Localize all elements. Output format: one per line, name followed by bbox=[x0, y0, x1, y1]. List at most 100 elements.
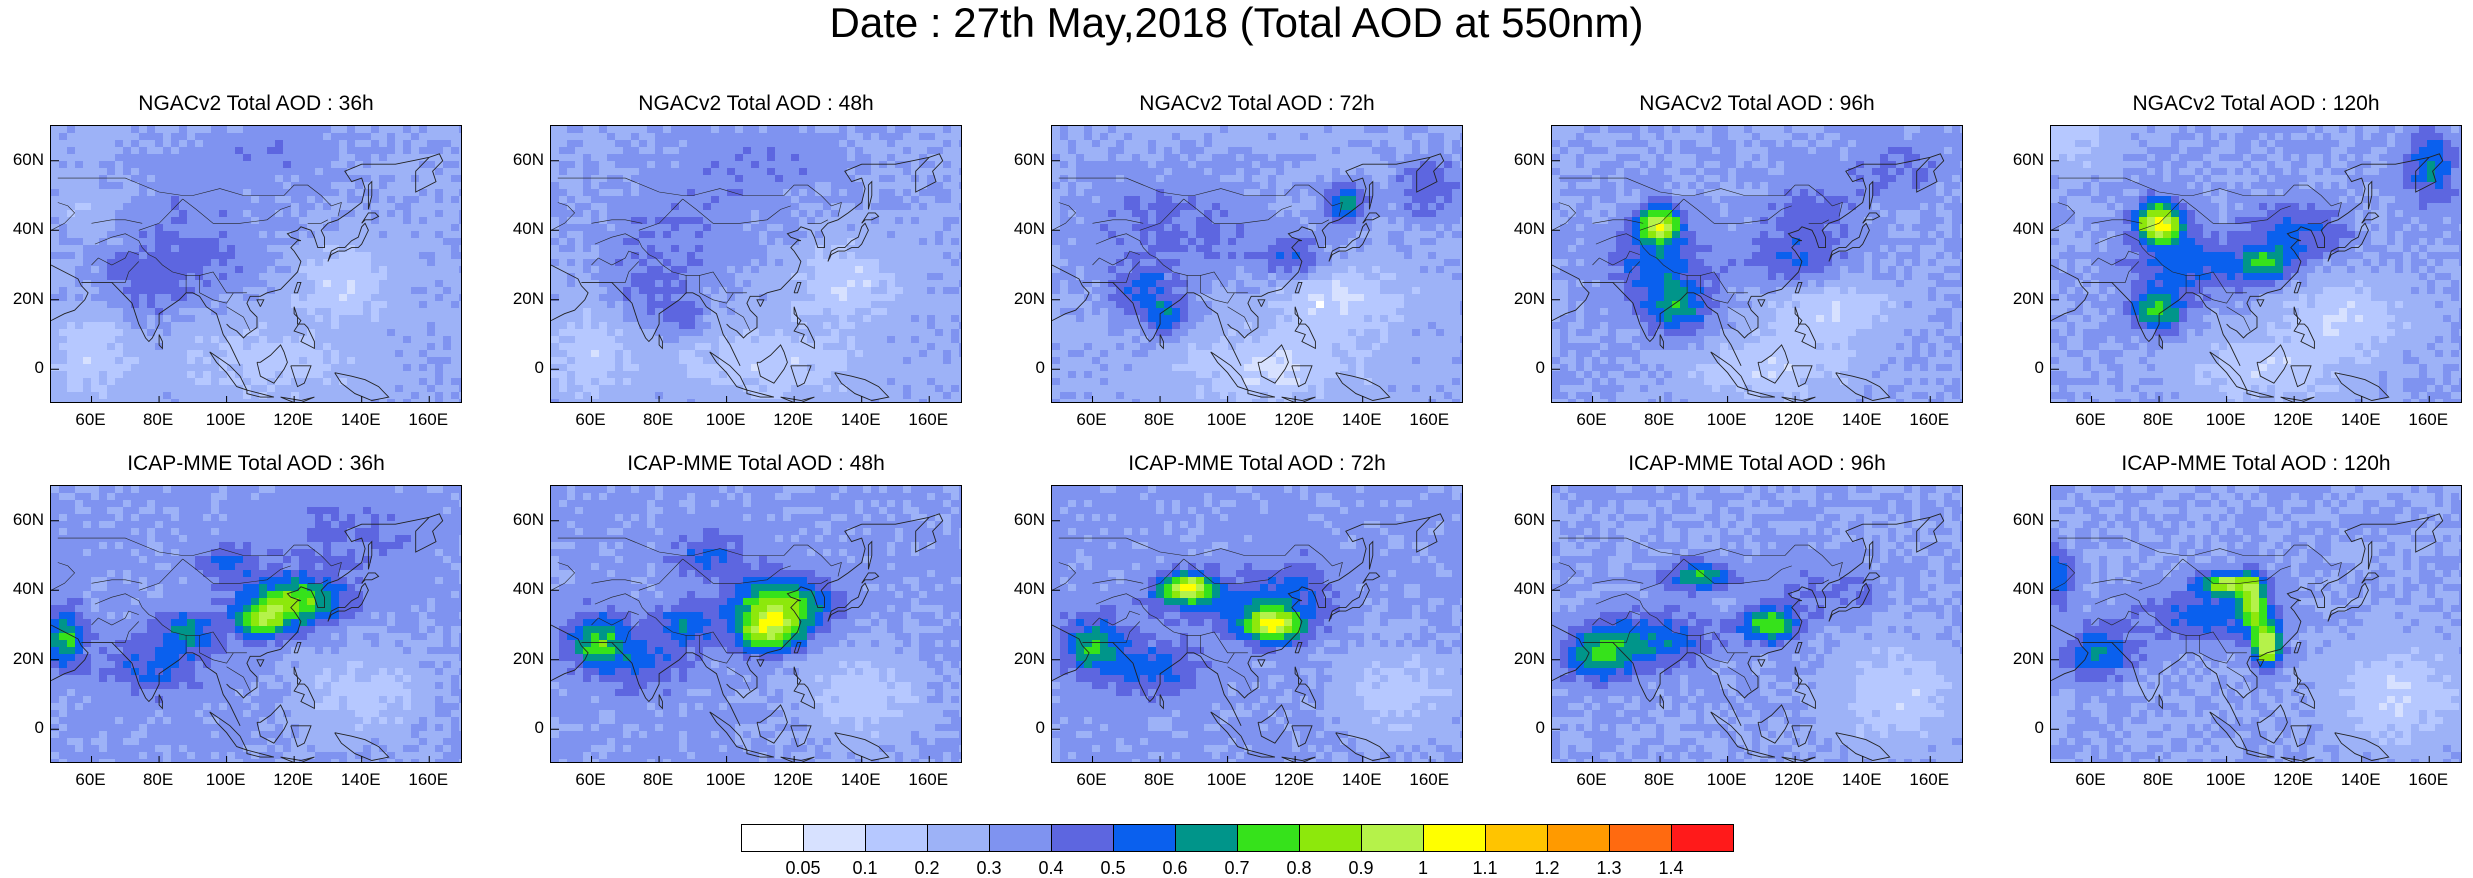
aod-cell bbox=[1420, 140, 1429, 148]
aod-cell bbox=[887, 224, 896, 232]
aod-cell bbox=[799, 294, 808, 302]
aod-cell bbox=[695, 140, 704, 148]
aod-cell bbox=[687, 126, 696, 134]
aod-cell bbox=[1188, 133, 1197, 141]
aod-cell bbox=[647, 231, 656, 239]
aod-cell bbox=[799, 273, 808, 281]
aod-cell bbox=[147, 273, 156, 281]
aod-cell bbox=[163, 294, 172, 302]
aod-cell bbox=[251, 343, 260, 351]
aod-cell bbox=[1196, 147, 1205, 155]
aod-cell bbox=[703, 140, 712, 148]
aod-cell bbox=[243, 273, 252, 281]
aod-cell bbox=[671, 399, 680, 403]
aod-cell bbox=[1452, 133, 1461, 141]
aod-cell bbox=[951, 252, 960, 260]
aod-cell bbox=[767, 224, 776, 232]
aod-cell bbox=[1220, 161, 1229, 169]
aod-cell bbox=[155, 154, 164, 162]
aod-cell bbox=[743, 322, 752, 330]
aod-cell bbox=[443, 273, 452, 281]
aod-cell bbox=[783, 343, 792, 351]
aod-cell bbox=[1124, 196, 1133, 204]
aod-cell bbox=[839, 273, 848, 281]
aod-cell bbox=[831, 308, 840, 316]
aod-cell bbox=[307, 266, 316, 274]
aod-cell bbox=[1268, 175, 1277, 183]
aod-cell bbox=[211, 196, 220, 204]
aod-cell bbox=[855, 280, 864, 288]
aod-cell bbox=[435, 273, 444, 281]
aod-cell bbox=[307, 161, 316, 169]
aod-cell bbox=[791, 161, 800, 169]
aod-cell bbox=[379, 273, 388, 281]
aod-cell bbox=[347, 399, 356, 403]
aod-cell bbox=[67, 329, 76, 337]
aod-cell bbox=[1244, 196, 1253, 204]
aod-cell bbox=[919, 140, 928, 148]
aod-cell bbox=[267, 336, 276, 344]
aod-cell bbox=[315, 399, 324, 403]
aod-cell bbox=[1100, 175, 1109, 183]
aod-cell bbox=[275, 196, 284, 204]
aod-cell bbox=[623, 126, 632, 134]
aod-cell bbox=[631, 343, 640, 351]
aod-cell bbox=[307, 294, 316, 302]
aod-cell bbox=[831, 154, 840, 162]
aod-cell bbox=[583, 245, 592, 253]
aod-cell bbox=[443, 238, 452, 246]
aod-cell bbox=[943, 196, 952, 204]
aod-cell bbox=[887, 238, 896, 246]
aod-cell bbox=[443, 371, 452, 379]
aod-cell bbox=[679, 140, 688, 148]
aod-cell bbox=[551, 287, 560, 295]
aod-cell bbox=[775, 399, 784, 403]
aod-cell bbox=[227, 238, 236, 246]
aod-cell bbox=[155, 182, 164, 190]
aod-cell bbox=[123, 385, 132, 393]
aod-cell bbox=[895, 147, 904, 155]
aod-cell bbox=[291, 161, 300, 169]
aod-cell bbox=[219, 126, 228, 134]
aod-cell bbox=[1092, 168, 1101, 176]
aod-cell bbox=[783, 287, 792, 295]
aod-cell bbox=[1460, 203, 1463, 211]
aod-cell bbox=[1308, 168, 1317, 176]
aod-cell bbox=[83, 210, 92, 218]
aod-cell bbox=[1060, 161, 1069, 169]
aod-cell bbox=[1244, 133, 1253, 141]
aod-cell bbox=[435, 217, 444, 225]
aod-cell bbox=[387, 210, 396, 218]
aod-cell bbox=[1444, 161, 1453, 169]
aod-cell bbox=[323, 182, 332, 190]
aod-cell bbox=[51, 273, 60, 281]
aod-cell bbox=[935, 301, 944, 309]
aod-cell bbox=[99, 252, 108, 260]
aod-cell bbox=[171, 154, 180, 162]
aod-cell bbox=[1156, 168, 1165, 176]
aod-cell bbox=[847, 168, 856, 176]
aod-cell bbox=[347, 308, 356, 316]
aod-cell bbox=[1340, 133, 1349, 141]
aod-cell bbox=[267, 252, 276, 260]
aod-cell bbox=[363, 287, 372, 295]
aod-cell bbox=[107, 182, 116, 190]
aod-cell bbox=[1444, 175, 1453, 183]
aod-cell bbox=[959, 273, 962, 281]
aod-cell bbox=[911, 161, 920, 169]
aod-cell bbox=[1452, 161, 1461, 169]
aod-cell bbox=[291, 392, 300, 400]
aod-cell bbox=[1444, 196, 1453, 204]
aod-cell bbox=[283, 217, 292, 225]
aod-cell bbox=[363, 266, 372, 274]
aod-cell bbox=[1260, 203, 1269, 211]
aod-cell bbox=[187, 266, 196, 274]
aod-cell bbox=[903, 315, 912, 323]
aod-cell bbox=[243, 343, 252, 351]
aod-cell bbox=[759, 154, 768, 162]
aod-cell bbox=[655, 371, 664, 379]
aod-cell bbox=[591, 154, 600, 162]
aod-cell bbox=[671, 315, 680, 323]
aod-cell bbox=[403, 273, 412, 281]
aod-cell bbox=[163, 287, 172, 295]
